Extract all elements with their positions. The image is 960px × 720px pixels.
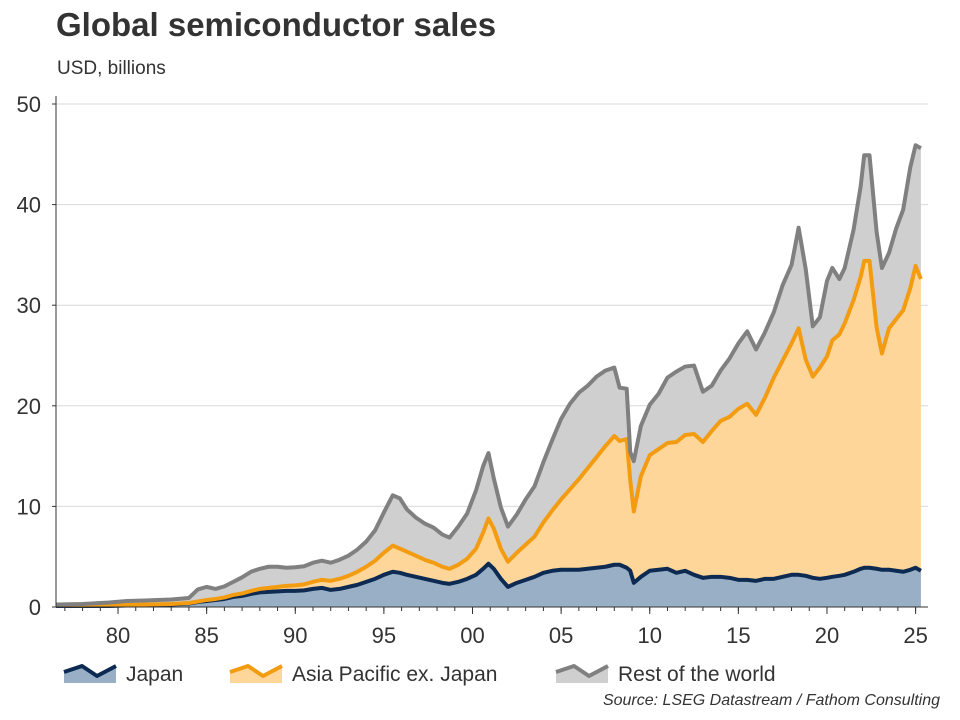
series-line-1: [56, 258, 923, 608]
x-tick-label: 80: [106, 623, 130, 648]
legend-line: [63, 664, 117, 678]
x-tick-label: 25: [903, 623, 927, 648]
series-line-0: [56, 561, 922, 608]
legend-swatch: [64, 666, 116, 683]
legend-item-1: Asia Pacific ex. Japan: [229, 663, 497, 686]
x-tick-label: 15: [726, 623, 750, 648]
y-tick-label: 20: [17, 394, 41, 419]
area-1: [56, 260, 921, 606]
source-note: Source: LSEG Datastream / Fathom Consult…: [602, 692, 940, 709]
legend-swatch: [556, 666, 608, 683]
legend: Japan Asia Pacific ex. Japan Rest of the w…: [63, 663, 776, 686]
series-lines: [55, 143, 923, 608]
legend-line: [229, 664, 283, 678]
x-tick-label: 10: [637, 623, 661, 648]
legend-item-0: Japan: [63, 663, 183, 686]
y-tick-label: 50: [17, 92, 41, 117]
x-tick-label: 05: [549, 623, 573, 648]
legend-label: Rest of the world: [618, 663, 776, 686]
x-tick-label: 20: [815, 623, 839, 648]
x-tick-label: 95: [372, 623, 396, 648]
legend-line: [555, 664, 609, 678]
area-2: [56, 145, 921, 606]
chart-title: Global semiconductor sales: [56, 6, 497, 43]
x-tick-label: 85: [194, 623, 218, 648]
x-axis-tick-labels: 80 85 90 95 00 05 10 15 20 25: [106, 623, 928, 648]
legend-item-2: Rest of the world: [555, 663, 776, 686]
legend-swatch: [230, 666, 282, 683]
axes: [52, 96, 928, 614]
x-tick-label: 90: [283, 623, 307, 648]
y-tick-label: 10: [17, 494, 41, 519]
y-tick-label: 30: [17, 293, 41, 318]
series-line-2: [55, 143, 922, 607]
y-tick-label: 40: [17, 193, 41, 218]
x-tick-label: 00: [460, 623, 484, 648]
chart-subtitle: USD, billions: [57, 58, 166, 79]
area-0: [56, 563, 921, 607]
legend-label: Japan: [126, 663, 183, 686]
y-axis-tick-labels: 0 10 20 30 40 50: [17, 92, 41, 620]
series-areas: [56, 145, 921, 607]
y-tick-label: 0: [29, 595, 41, 620]
legend-label: Asia Pacific ex. Japan: [292, 663, 497, 686]
